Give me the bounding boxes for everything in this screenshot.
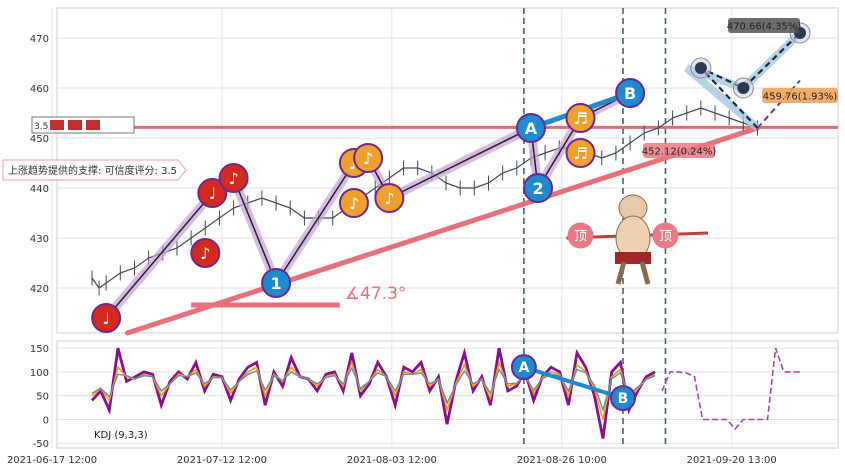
- kdj-y-tick: 0: [43, 415, 49, 426]
- top-badge-label: 顶: [574, 230, 587, 245]
- kdj-marker: [510, 354, 537, 381]
- mascot-leg: [615, 261, 627, 285]
- projection-node: [694, 62, 707, 74]
- kdj-y-tick: 100: [30, 368, 49, 379]
- pattern-marker-label: ♪: [349, 194, 359, 213]
- pattern-marker-label: 2: [532, 179, 543, 198]
- pattern-marker-label: ♪: [363, 149, 373, 168]
- pattern-marker-label: ♬: [573, 109, 587, 128]
- pattern-marker-label: 1: [271, 274, 282, 293]
- top-badge: [652, 222, 679, 249]
- pattern-marker: [565, 103, 596, 133]
- price-target-label-bg: [762, 88, 838, 103]
- support-label-bg: [2, 159, 187, 181]
- x-tick-label: 2021-08-26 10:00: [517, 455, 607, 466]
- pattern-marker: [565, 138, 596, 168]
- top-badge-label: 顶: [659, 230, 672, 245]
- mascot-shorts: [615, 252, 651, 264]
- pattern-marker: [190, 238, 221, 268]
- price-target-label: 452.12(0.24%): [642, 147, 717, 158]
- x-tick-label: 2021-09-20 13:00: [687, 455, 777, 466]
- x-tick-label: 2021-08-03 12:00: [347, 455, 437, 466]
- pattern-marker-label: B: [624, 84, 636, 103]
- support-value-chip: [86, 120, 100, 130]
- price-target-label-bg: [643, 143, 715, 158]
- price-y-tick: 420: [30, 284, 49, 295]
- price-target-label: 470.66(4.35%): [727, 22, 802, 33]
- price-target-label-bg: [728, 18, 800, 33]
- pattern-marker: [615, 78, 646, 108]
- pattern-marker: [523, 173, 554, 203]
- price-y-tick: 460: [30, 84, 49, 95]
- kdj-y-tick: 150: [30, 344, 49, 355]
- price-target-label: 459.76(1.93%): [763, 92, 838, 103]
- x-tick-label: 2021-06-17 12:00: [7, 455, 97, 466]
- kdj-projection: [661, 347, 800, 431]
- x-tick-label: 2021-07-12 12:00: [177, 455, 267, 466]
- price-y-tick: 470: [30, 34, 49, 45]
- mascot-leg: [639, 261, 651, 285]
- kdj-marker-label: A: [518, 360, 529, 376]
- pattern-marker: [197, 178, 228, 208]
- support-value-label: 3.5: [34, 122, 48, 132]
- pattern-marker: [91, 303, 122, 333]
- price-y-tick: 430: [30, 234, 49, 245]
- kdj-marker-label: B: [618, 391, 629, 407]
- pattern-marker: [218, 163, 249, 193]
- pattern-marker-label: ♬: [573, 144, 587, 163]
- price-y-tick: 440: [30, 184, 49, 195]
- support-value-chip: [68, 120, 82, 130]
- price-y-tick: 450: [30, 134, 49, 145]
- pattern-marker: [261, 268, 292, 298]
- pattern-marker: [353, 143, 384, 173]
- kdj-y-tick: 50: [36, 392, 49, 403]
- kdj-ab-line: [523, 365, 624, 400]
- projection-wash: [684, 30, 803, 132]
- indicator-panel: [56, 340, 839, 449]
- support-label: 上涨趋势提供的支撑: 可信度评分: 3.5: [8, 164, 177, 177]
- pattern-marker: [338, 188, 369, 218]
- pattern-marker-label: A: [525, 119, 538, 138]
- pattern-marker-label: ♪: [384, 189, 394, 208]
- pattern-marker-label: ♩: [209, 184, 217, 203]
- pattern-marker-label: ♪: [349, 154, 359, 173]
- support-trend-line: [124, 125, 761, 336]
- pattern-marker-label: ♩: [102, 309, 110, 328]
- top-badge: [567, 222, 594, 249]
- kdj-y-tick: -50: [33, 439, 49, 450]
- projection-node: [737, 82, 750, 94]
- trend-angle-label: ∡47.3°: [345, 284, 407, 304]
- projection-path: [700, 32, 801, 129]
- support-value-chip: [50, 120, 64, 130]
- kdj-label: KDJ (9,3,3): [94, 430, 148, 441]
- pattern-marker: [515, 113, 546, 143]
- pattern-marker-label: ♪: [200, 244, 210, 263]
- pattern-marker-label: ♪: [228, 169, 238, 188]
- kdj-marker: [610, 385, 636, 412]
- pattern-marker: [374, 183, 405, 213]
